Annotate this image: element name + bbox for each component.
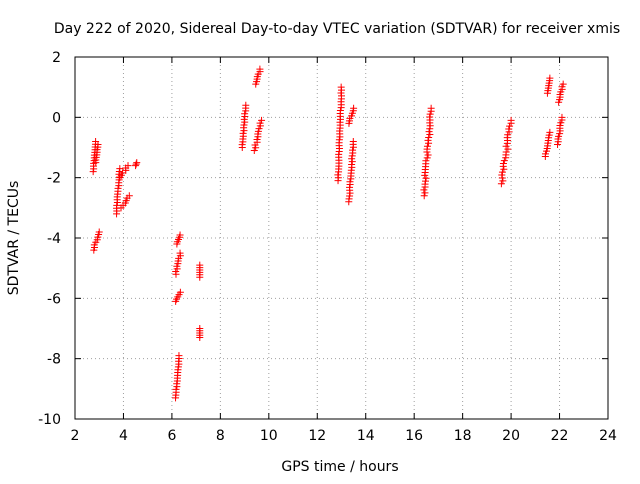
- x-axis-label: GPS time / hours: [281, 459, 398, 475]
- data-point: [132, 162, 140, 170]
- ticks-layer: [74, 56, 609, 420]
- data-point: [176, 288, 184, 296]
- x-tick-label: 2: [71, 428, 80, 444]
- data-point: [196, 261, 204, 269]
- data-point: [335, 150, 343, 158]
- x-tick-label: 6: [167, 428, 176, 444]
- data-point: [133, 159, 141, 167]
- data-point: [334, 171, 342, 179]
- y-tick-label: -2: [47, 171, 61, 187]
- data-point: [497, 180, 505, 188]
- data-point: [125, 192, 133, 200]
- y-tick-label: 2: [52, 50, 61, 66]
- data-point: [423, 142, 431, 150]
- x-tick-label: 8: [216, 428, 225, 444]
- data-point: [176, 249, 184, 257]
- y-tick-label: -6: [47, 291, 61, 307]
- x-tick-label: 22: [551, 428, 569, 444]
- grid-layer: [75, 57, 608, 419]
- x-tick-labels: 2 4 6 8 10 12 14 16 18 20 22 24: [71, 428, 617, 444]
- y-tick-label: -10: [38, 412, 61, 428]
- data-point: [94, 140, 102, 148]
- data-point: [498, 168, 506, 176]
- data-point: [425, 128, 433, 136]
- data-point: [424, 151, 432, 159]
- data-point: [242, 101, 250, 109]
- data-point: [196, 325, 204, 332]
- x-tick-label: 12: [308, 428, 326, 444]
- points-layer: [89, 65, 567, 402]
- data-point: [338, 92, 345, 100]
- data-point: [505, 125, 513, 133]
- data-point: [175, 352, 183, 360]
- data-point: [335, 136, 343, 144]
- data-point: [504, 131, 512, 139]
- x-tick-label: 14: [357, 428, 375, 444]
- y-tick-labels: -10 -8 -6 -4 -2 0 2: [38, 50, 61, 428]
- data-point: [426, 113, 434, 121]
- data-point: [346, 178, 354, 186]
- data-point: [559, 80, 567, 88]
- data-point: [256, 65, 264, 73]
- data-point: [498, 171, 506, 179]
- x-tick-label: 16: [405, 428, 423, 444]
- data-point: [499, 160, 507, 168]
- data-point: [132, 160, 140, 168]
- data-point: [336, 107, 344, 115]
- data-point: [116, 165, 124, 173]
- data-point: [348, 155, 356, 163]
- data-point: [350, 104, 358, 112]
- data-point: [258, 116, 266, 124]
- data-point: [502, 142, 510, 150]
- data-point: [506, 122, 514, 130]
- data-point: [507, 116, 515, 124]
- data-point: [504, 145, 512, 153]
- data-point: [349, 137, 357, 145]
- chart-title: Day 222 of 2020, Sidereal Day-to-day VTE…: [54, 21, 620, 37]
- data-point: [546, 74, 554, 82]
- data-point: [499, 177, 507, 185]
- data-point: [558, 113, 566, 121]
- x-tick-label: 4: [119, 428, 128, 444]
- data-point: [420, 186, 428, 194]
- data-point: [422, 174, 430, 182]
- data-point: [500, 157, 508, 165]
- data-point: [426, 110, 434, 118]
- data-point: [546, 128, 554, 136]
- y-tick-label: 0: [52, 110, 61, 126]
- x-tick-label: 24: [599, 428, 617, 444]
- x-tick-label: 20: [502, 428, 520, 444]
- y-axis-label: SDTVAR / TECUs: [6, 181, 22, 296]
- data-point: [427, 104, 435, 112]
- data-point: [124, 162, 132, 170]
- x-tick-label: 10: [260, 428, 278, 444]
- x-tick-label: 18: [454, 428, 472, 444]
- data-point: [95, 228, 103, 236]
- data-point: [421, 177, 429, 185]
- data-point: [337, 83, 345, 91]
- data-point: [349, 146, 357, 154]
- data-point: [422, 157, 430, 165]
- y-tick-label: -8: [47, 352, 61, 368]
- data-point: [176, 231, 184, 239]
- y-tick-label: -4: [47, 231, 61, 247]
- data-point: [424, 136, 432, 144]
- plot-frame: [74, 56, 609, 420]
